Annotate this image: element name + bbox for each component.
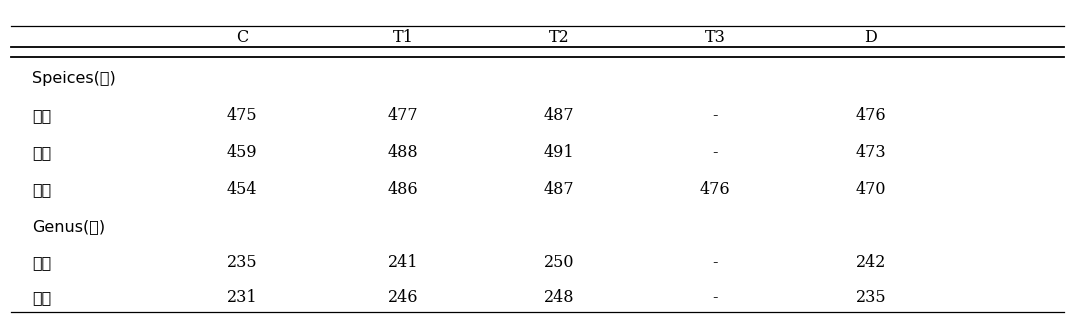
Text: 473: 473	[856, 145, 886, 161]
Text: 487: 487	[544, 182, 574, 198]
Text: 454: 454	[227, 182, 257, 198]
Text: Genus(속): Genus(속)	[32, 220, 105, 234]
Text: T2: T2	[548, 29, 570, 45]
Text: 487: 487	[544, 108, 574, 124]
Text: 486: 486	[388, 182, 418, 198]
Text: 231: 231	[227, 289, 257, 306]
Text: 477: 477	[388, 108, 418, 124]
Text: -: -	[712, 254, 718, 271]
Text: T1: T1	[392, 29, 414, 45]
Text: 235: 235	[856, 289, 886, 306]
Text: 470: 470	[856, 182, 886, 198]
Text: -: -	[712, 145, 718, 161]
Text: D: D	[864, 29, 877, 45]
Text: 491: 491	[544, 145, 574, 161]
Text: 459: 459	[227, 145, 257, 161]
Text: 235: 235	[227, 254, 257, 271]
Text: C: C	[235, 29, 248, 45]
Text: T3: T3	[704, 29, 726, 45]
Text: 맹장: 맹장	[32, 109, 52, 123]
Text: 직장: 직장	[32, 183, 52, 197]
Text: 결장: 결장	[32, 146, 52, 160]
Text: 488: 488	[388, 145, 418, 161]
Text: 250: 250	[544, 254, 574, 271]
Text: Speices(종): Speices(종)	[32, 71, 116, 86]
Text: 결장: 결장	[32, 290, 52, 305]
Text: 248: 248	[544, 289, 574, 306]
Text: 242: 242	[856, 254, 886, 271]
Text: -: -	[712, 289, 718, 306]
Text: 241: 241	[388, 254, 418, 271]
Text: 맹장: 맹장	[32, 255, 52, 270]
Text: 476: 476	[700, 182, 730, 198]
Text: 476: 476	[856, 108, 886, 124]
Text: -: -	[712, 108, 718, 124]
Text: 475: 475	[227, 108, 257, 124]
Text: 246: 246	[388, 289, 418, 306]
